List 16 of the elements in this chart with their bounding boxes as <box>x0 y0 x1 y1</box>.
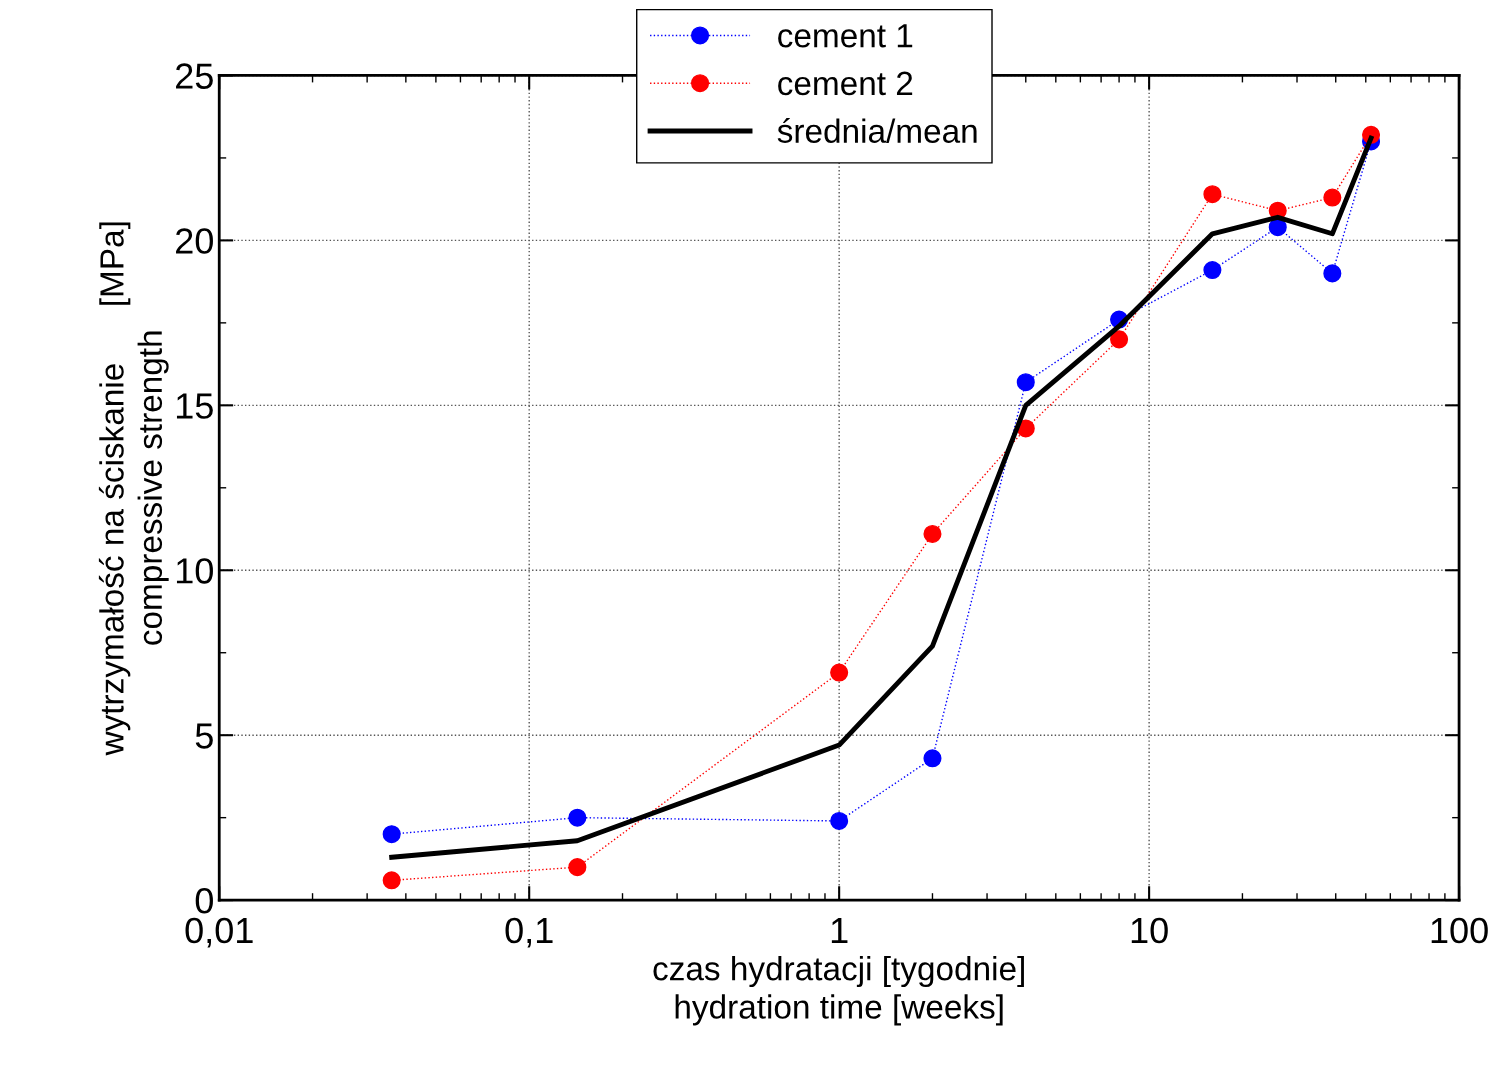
legend-label: cement 2 <box>778 71 913 96</box>
x-tick-label: 0,1 <box>505 917 553 948</box>
y-tick-label: 20 <box>176 228 213 254</box>
legend-label: cement 1 <box>778 24 913 48</box>
y-tick-label: 5 <box>195 723 213 749</box>
x-axis-title: czas hydratacji [tygodnie] hydration time [weeks] <box>653 956 1024 1026</box>
y-tick-label: 0 <box>195 888 213 914</box>
y-tick-label: 10 <box>176 558 213 584</box>
x-tick-label: 1 <box>831 918 848 943</box>
legend-label: średnia/mean <box>777 118 977 143</box>
x-tick-label: 0,01 <box>185 917 253 948</box>
x-tick-label: 100 <box>1431 917 1488 944</box>
y-tick-label: 25 <box>176 63 213 89</box>
y-axis-title: wytrzymałość na ściskanie [MPa] compressive strength <box>98 222 169 756</box>
y-tick-label: 15 <box>176 393 213 419</box>
x-tick-label: 10 <box>1131 917 1168 944</box>
